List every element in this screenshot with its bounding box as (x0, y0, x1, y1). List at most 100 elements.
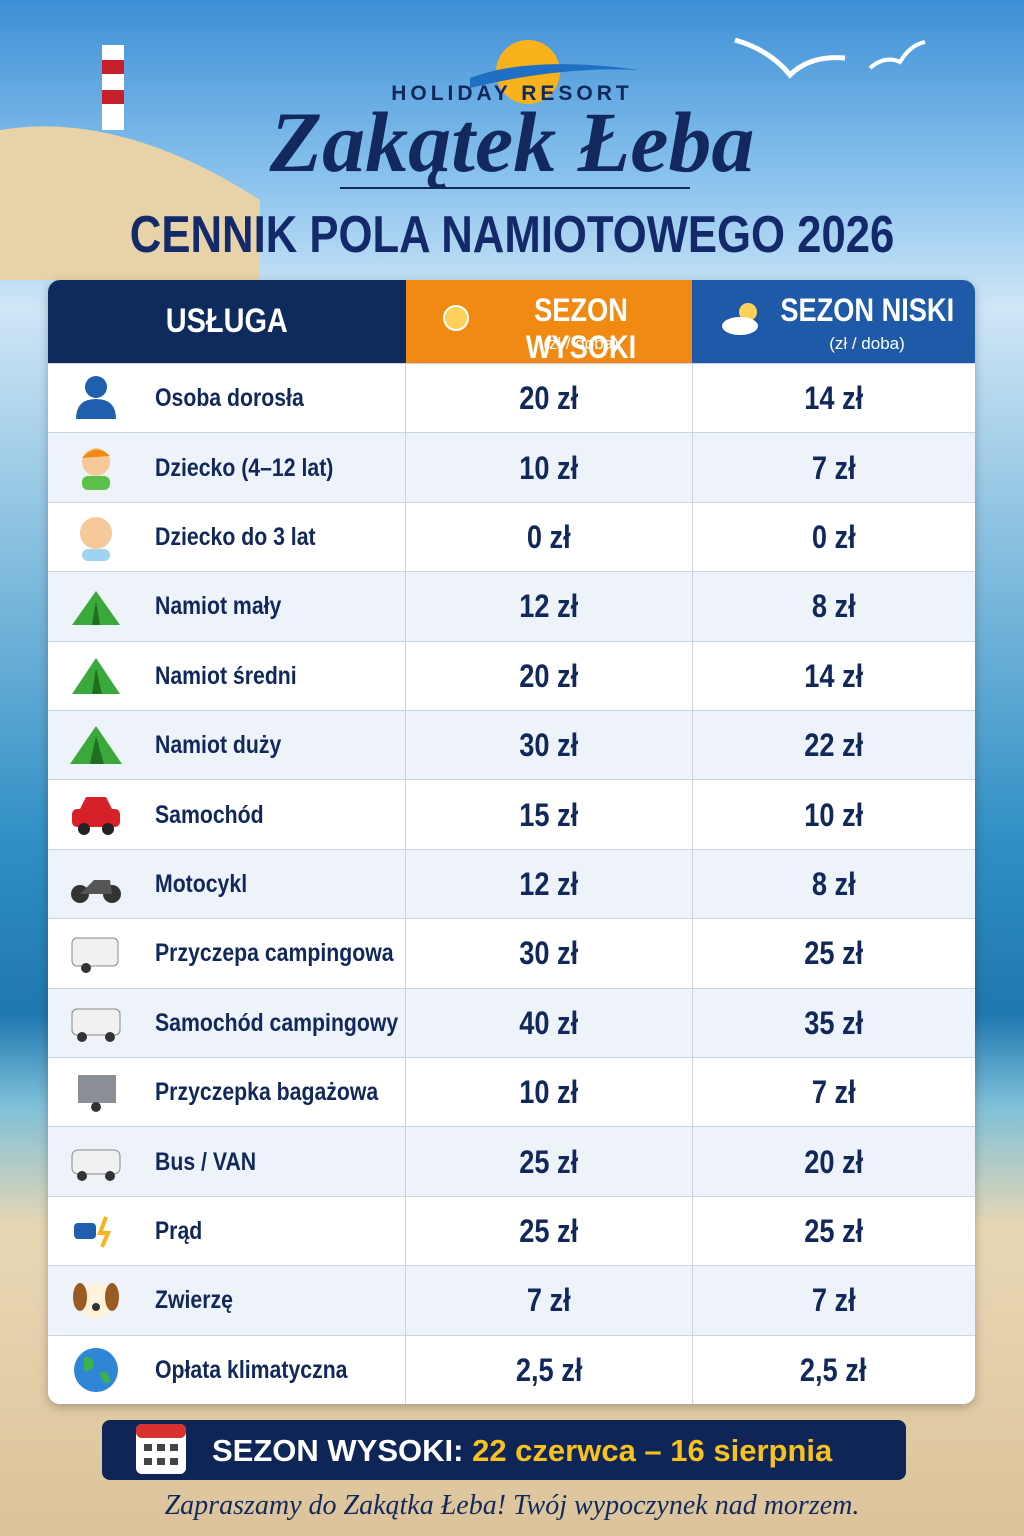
table-row: Namiot mały 12 zł 8 zł (48, 571, 975, 642)
column-line (692, 363, 693, 1404)
row-icon (68, 572, 128, 641)
service-name: Namiot duży (155, 731, 282, 760)
price-cell: 10 zł (406, 433, 692, 502)
price: 12 zł (519, 865, 579, 902)
price-cell: 25 zł (406, 1197, 692, 1266)
icon (74, 1216, 112, 1249)
service-cell: Dziecko do 3 lat (155, 503, 344, 572)
price-cell: 8 zł (692, 572, 975, 641)
price-table: USŁUGA SEZON WYSOKI (zł / doba) SEZON NI… (48, 280, 975, 1404)
price: 25 zł (804, 935, 863, 972)
price-cell: 20 zł (406, 364, 692, 433)
service-name: Przyczepka bagażowa (155, 1078, 379, 1107)
table-row: Osoba dorosła 20 zł 14 zł (48, 363, 975, 434)
price: 25 zł (519, 1143, 579, 1180)
price-cell: 10 zł (692, 780, 975, 849)
price-cell: 30 zł (406, 919, 692, 988)
table-row: Samochód campingowy 40 zł 35 zł (48, 987, 975, 1058)
price: 40 zł (519, 1004, 579, 1041)
row-icon (68, 850, 128, 919)
sun-icon (443, 305, 469, 331)
price-cell: 22 zł (692, 711, 975, 780)
cloud-icon (722, 303, 758, 335)
price-cell: 14 zł (692, 642, 975, 711)
table-row: Dziecko (4–12 lat) 10 zł 7 zł (48, 432, 975, 503)
price: 10 zł (519, 449, 579, 486)
row-icon (68, 780, 128, 849)
service-cell: Opłata klimatyczna (155, 1336, 381, 1404)
price: 35 zł (804, 1004, 863, 1041)
seagull (868, 40, 926, 70)
price-cell: 25 zł (692, 1197, 975, 1266)
row-icon (68, 711, 128, 780)
icon (78, 1074, 116, 1112)
service-name: Bus / VAN (155, 1147, 257, 1176)
price-cell: 25 zł (406, 1127, 692, 1196)
service-cell: Samochód (155, 780, 283, 849)
price: 20 zł (804, 1143, 863, 1180)
service-name: Samochód campingowy (155, 1008, 399, 1037)
price-cell: 35 zł (692, 989, 975, 1058)
row-icon (68, 1336, 128, 1404)
price: 10 zł (519, 1074, 579, 1111)
dune (0, 126, 260, 280)
row-icon (68, 1127, 128, 1196)
icon (76, 375, 116, 419)
season-label: SEZON WYSOKI: (212, 1433, 464, 1468)
service-cell: Namiot średni (155, 642, 322, 711)
price: 15 zł (519, 796, 579, 833)
service-name: Namiot mały (155, 592, 282, 621)
price: 30 zł (519, 935, 579, 972)
header-text: USŁUGA (165, 302, 289, 340)
service-cell: Zwierzę (155, 1266, 247, 1335)
row-icon (68, 364, 128, 433)
price-cell: 40 zł (406, 989, 692, 1058)
price: 22 zł (804, 727, 863, 764)
header-high: SEZON WYSOKI (zł / doba) (406, 280, 692, 365)
title-text: CENNIK POLA NAMIOTOWEGO 2026 (129, 206, 895, 264)
row-icon (68, 433, 128, 502)
price: 25 zł (804, 1212, 863, 1249)
season-dates: 22 czerwca – 16 sierpnia (472, 1433, 833, 1468)
price-cell: 2,5 zł (692, 1336, 975, 1404)
row-icon (68, 919, 128, 988)
price: 14 zł (804, 657, 863, 694)
service-cell: Samochód campingowy (155, 989, 441, 1058)
price: 2,5 zł (515, 1351, 583, 1388)
service-name: Zwierzę (155, 1286, 233, 1315)
table-row: Samochód 15 zł 10 zł (48, 779, 975, 850)
header-unit: (zł / doba) (543, 334, 619, 353)
price: 2,5 zł (800, 1351, 867, 1388)
price: 0 zł (811, 518, 856, 555)
logo-wave (470, 64, 640, 88)
icon (72, 590, 120, 625)
row-icon (68, 642, 128, 711)
price: 14 zł (804, 380, 863, 417)
season-bar: SEZON WYSOKI: 22 czerwca – 16 sierpnia (102, 1420, 906, 1480)
price-cell: 20 zł (692, 1127, 975, 1196)
lighthouse-stripe (102, 60, 124, 74)
brand-top: HOLIDAY RESORT (391, 82, 633, 105)
table-row: Bus / VAN 25 zł 20 zł (48, 1126, 975, 1197)
service-name: Opłata klimatyczna (155, 1355, 348, 1384)
price: 10 zł (804, 796, 863, 833)
title: CENNIK POLA NAMIOTOWEGO 2026 (0, 205, 1024, 265)
service-name: Samochód (155, 800, 264, 829)
table-row: Prąd 25 zł 25 zł (48, 1195, 975, 1267)
service-cell: Przyczepka bagażowa (155, 1058, 418, 1127)
service-name: Namiot średni (155, 661, 297, 690)
service-name: Motocykl (155, 869, 248, 898)
price: 7 zł (811, 449, 856, 486)
service-name: Prąd (155, 1216, 203, 1245)
service-cell: Dziecko (4–12 lat) (155, 433, 365, 502)
icon (72, 797, 120, 836)
service-cell: Prąd (155, 1197, 211, 1266)
icon (70, 725, 122, 764)
price-cell: 8 zł (692, 850, 975, 919)
row-icon (68, 1058, 128, 1127)
price: 20 zł (519, 657, 579, 694)
icon (82, 448, 110, 491)
table-row: Dziecko do 3 lat 0 zł 0 zł (48, 501, 975, 573)
icon (74, 1348, 118, 1393)
